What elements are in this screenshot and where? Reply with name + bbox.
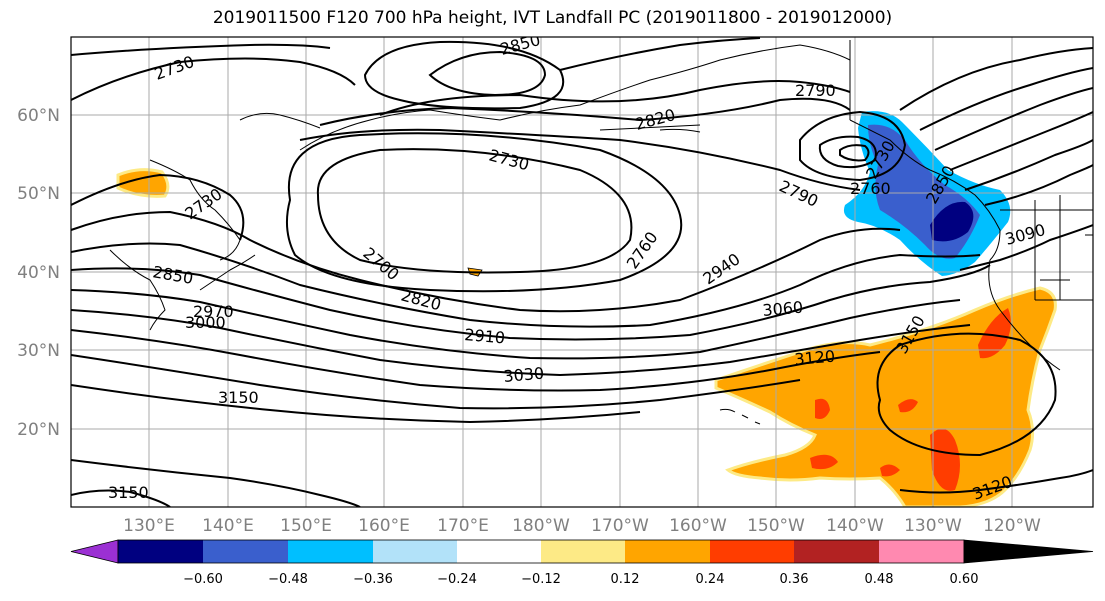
longitude-label: 150°E xyxy=(280,516,332,536)
contour-label: 3060 xyxy=(762,298,804,320)
colorbar-extend-low xyxy=(70,539,119,564)
longitude-label: 170°W xyxy=(591,516,649,536)
latitude-labels: 60°N 50°N 40°N 30°N 20°N xyxy=(17,106,60,440)
colorbar-tick-label: −0.48 xyxy=(268,572,308,587)
colorbar-swatch xyxy=(625,540,710,563)
longitude-label: 170°E xyxy=(437,516,489,536)
contour-label: 3150 xyxy=(218,388,259,407)
colorbar-swatch xyxy=(794,540,879,563)
colorbar-swatch xyxy=(541,540,625,563)
colorbar-swatch xyxy=(203,540,288,563)
longitude-labels: 130°E 140°E 150°E 160°E 170°E 180°W 170°… xyxy=(123,516,1041,536)
colorbar-swatch xyxy=(288,540,373,563)
contour-label: 2940 xyxy=(699,249,743,288)
longitude-label: 140°E xyxy=(202,516,254,536)
colorbar-swatch xyxy=(879,540,964,563)
colorbar-swatch xyxy=(118,540,203,563)
contour-label: 3030 xyxy=(503,364,545,386)
contour-label: 3150 xyxy=(108,483,149,502)
colorbar-tick-label: 0.24 xyxy=(696,572,725,587)
colorbar-tick-label: −0.60 xyxy=(183,572,223,587)
colorbar-swatch xyxy=(710,540,794,563)
contour-label: 3000 xyxy=(185,313,226,332)
contour-label: 2910 xyxy=(464,325,506,347)
latitude-label: 30°N xyxy=(17,341,60,361)
colorbar-tick-label: 0.36 xyxy=(780,572,809,587)
contour-label: 3120 xyxy=(794,347,836,369)
ivt-shading-negative xyxy=(843,111,1011,276)
colorbar-tick-label: −0.36 xyxy=(353,572,393,587)
latitude-label: 60°N xyxy=(17,106,60,126)
latitude-label: 40°N xyxy=(17,263,60,283)
contour-label: 2790 xyxy=(795,81,836,100)
longitude-label: 180°W xyxy=(512,516,570,536)
longitude-label: 150°W xyxy=(747,516,805,536)
longitude-label: 160°E xyxy=(358,516,410,536)
longitude-label: 120°W xyxy=(983,516,1041,536)
colorbar-swatch xyxy=(373,540,457,563)
map-frame xyxy=(70,36,1094,508)
latitude-label: 20°N xyxy=(17,420,60,440)
contour-label: 2760 xyxy=(850,179,891,198)
contour-label: 2850 xyxy=(151,262,194,288)
colorbar-tick-label: 0.12 xyxy=(611,572,640,587)
contour-label: 2700 xyxy=(359,244,402,285)
colorbar: −0.60 −0.48 −0.36 −0.24 −0.12 0.12 0.24 … xyxy=(70,539,1094,587)
contour-label: 2970 xyxy=(193,302,234,321)
ivt-shading-positive xyxy=(116,168,1057,507)
longitude-label: 130°E xyxy=(123,516,175,536)
colorbar-swatch xyxy=(457,540,541,563)
map-panel: 2730 2850 2790 2820 2730 2790 2760 2730 … xyxy=(71,37,1093,507)
contour-label: 2760 xyxy=(623,228,662,272)
contour-label: 2730 xyxy=(487,146,531,175)
colorbar-tick-label: −0.24 xyxy=(437,572,477,587)
colorbar-tick-label: 0.60 xyxy=(950,572,979,587)
map-title: 2019011500 F120 700 hPa height, IVT Land… xyxy=(212,8,893,28)
colorbar-extend-high xyxy=(963,539,1094,564)
height-contours xyxy=(71,37,1093,507)
longitude-label: 160°W xyxy=(669,516,727,536)
colorbar-tick-label: 0.48 xyxy=(865,572,894,587)
coastlines xyxy=(109,40,1093,425)
latitude-label: 50°N xyxy=(17,184,60,204)
contour-label: 2730 xyxy=(152,52,197,84)
longitude-label: 130°W xyxy=(904,516,962,536)
longitude-label: 140°W xyxy=(826,516,884,536)
contour-label: 2730 xyxy=(181,184,225,223)
colorbar-tick-label: −0.12 xyxy=(521,572,561,587)
